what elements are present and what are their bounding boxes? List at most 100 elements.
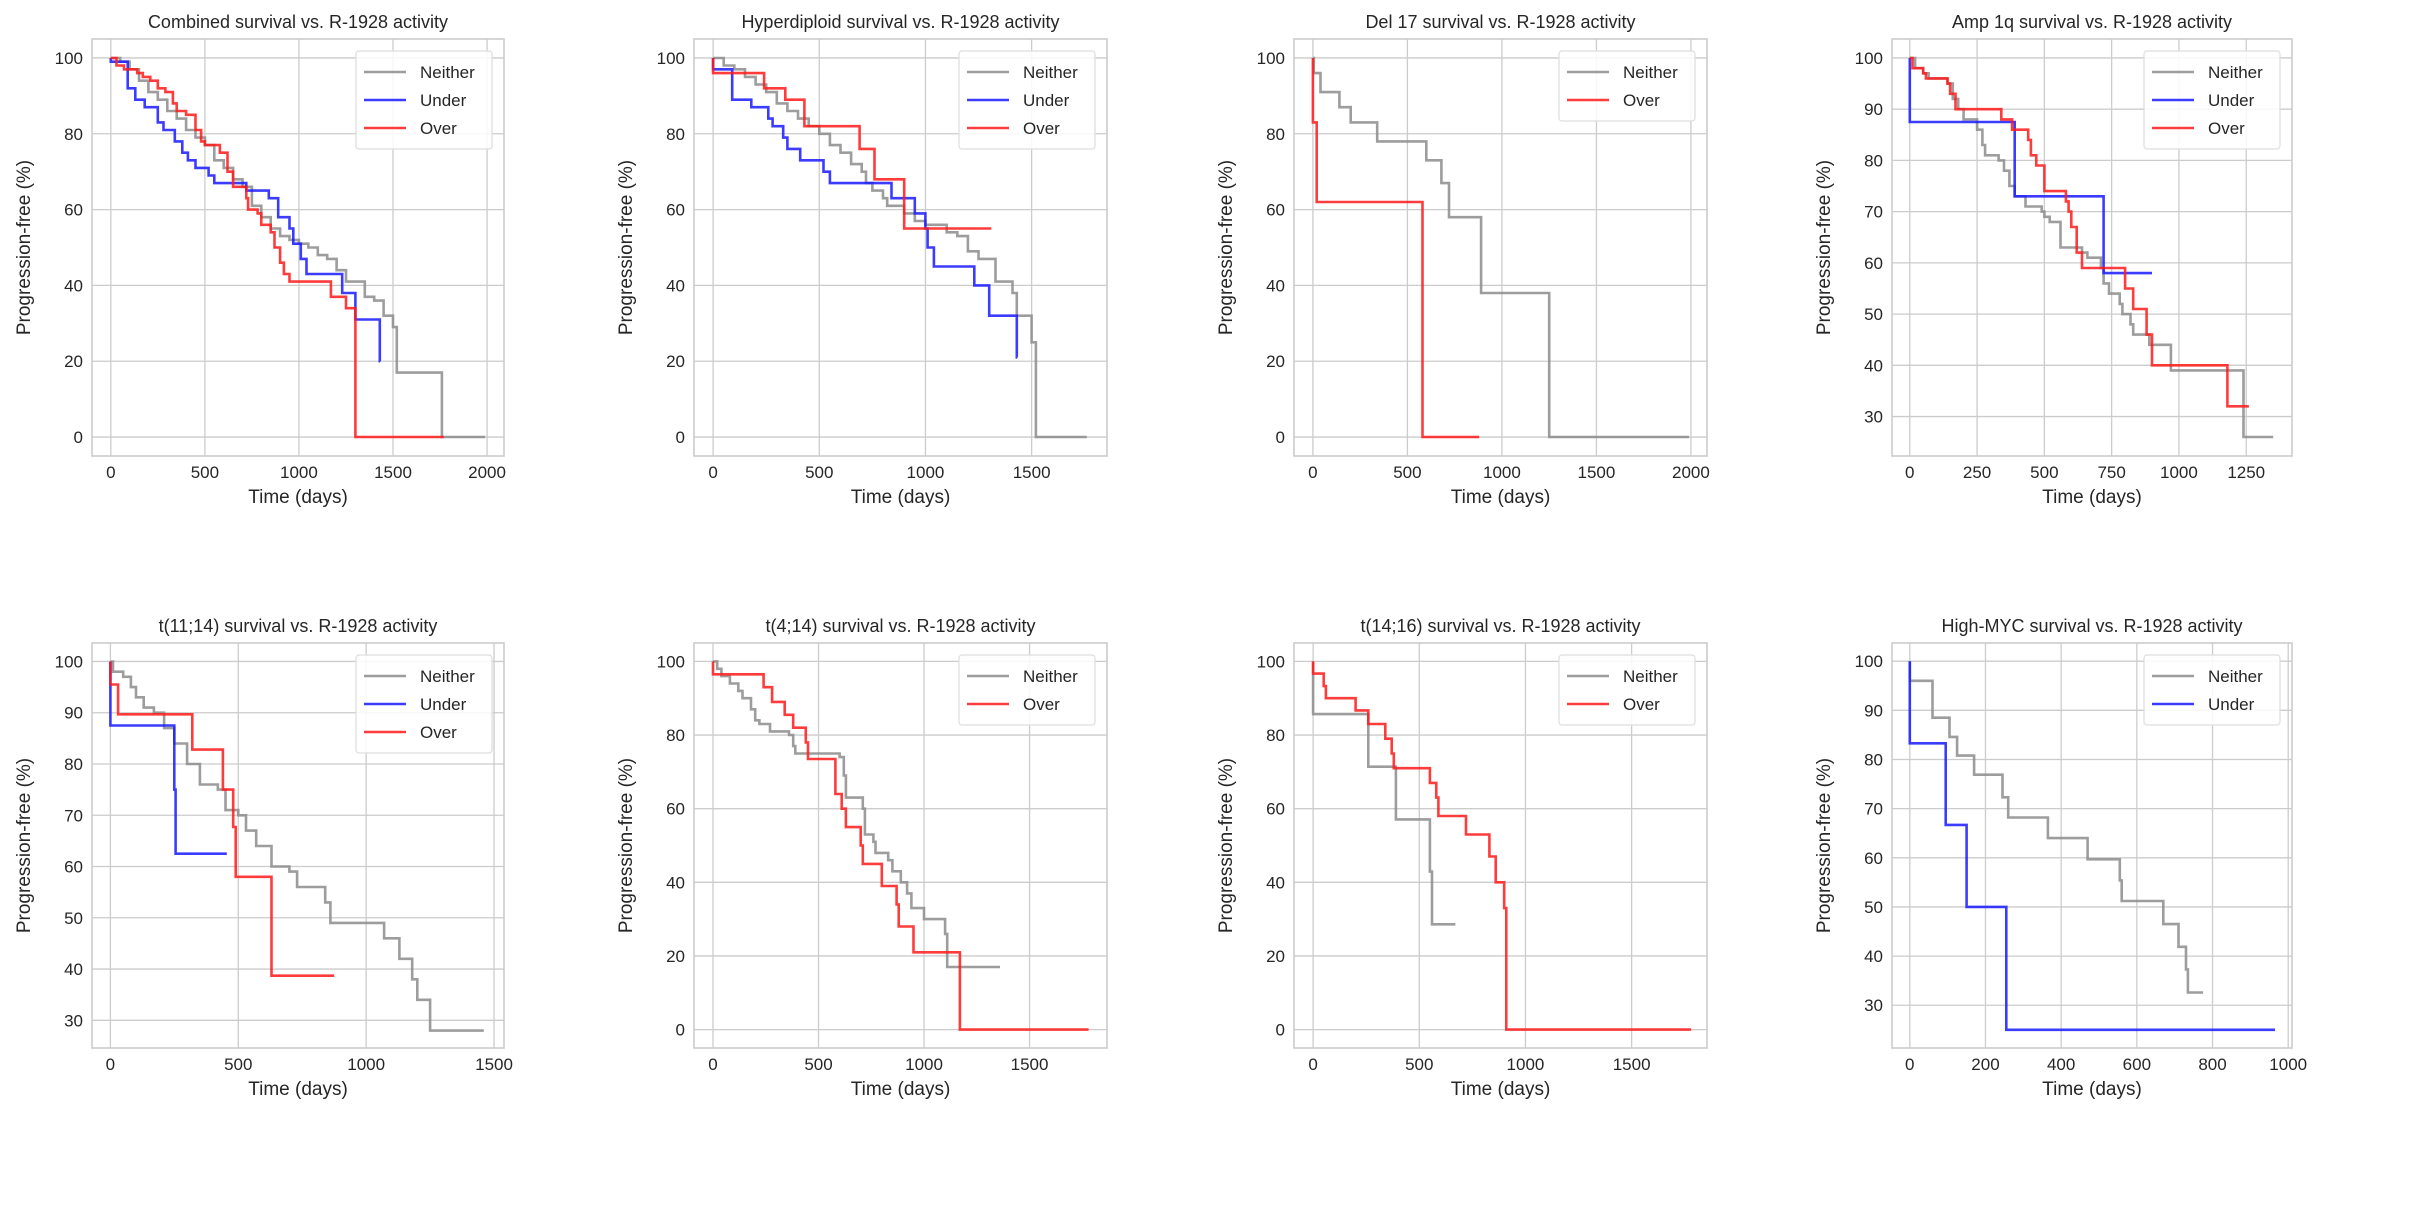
subplot-title: Amp 1q survival vs. R-1928 activity	[1952, 12, 2232, 32]
y-tick-label: 40	[666, 873, 685, 892]
x-axis-label: Time (days)	[248, 1079, 348, 1100]
legend-label: Under	[420, 695, 467, 714]
legend: Neither Over	[1558, 654, 1696, 726]
x-axis-label: Time (days)	[248, 487, 348, 508]
x-tick-label: 400	[2047, 1055, 2075, 1074]
x-tick-label: 750	[2097, 463, 2125, 482]
y-tick-label: 70	[1864, 203, 1883, 222]
y-tick-label: 90	[1864, 701, 1883, 720]
legend-label: Neither	[420, 667, 475, 686]
y-tick-label: 20	[666, 947, 685, 966]
x-tick-label: 1000	[280, 463, 318, 482]
y-axis-label: Progression-free (%)	[14, 160, 35, 335]
y-tick-label: 80	[1864, 151, 1883, 170]
subplot-title: Combined survival vs. R-1928 activity	[148, 12, 448, 32]
plot-frame	[1293, 642, 1708, 1049]
subplot-4: 0 250 500 750 1000 1250 30 40 50 60 70 80 90 100 Amp 1…	[1814, 12, 2293, 508]
x-axis-label: Time (days)	[2042, 487, 2142, 508]
x-tick-label: 1500	[1013, 463, 1051, 482]
y-tick-label: 100	[1257, 49, 1285, 68]
y-tick-label: 40	[1864, 947, 1883, 966]
y-tick-label: 30	[1864, 408, 1883, 427]
subplot-8: 0 200 400 600 800 1000 30 40 50 60 70 80 90 100 High-M…	[1814, 616, 2307, 1100]
legend: Neither Under Over	[355, 654, 493, 754]
x-axis-label: Time (days)	[1451, 1079, 1551, 1100]
y-axis-label: Progression-free (%)	[1814, 160, 1835, 335]
y-axis-label: Progression-free (%)	[616, 160, 637, 335]
subplot-7: 0 500 1000 1500 0 20 40 60 80 100 t(14;16) surviva…	[1216, 616, 1708, 1100]
y-tick-label: 60	[64, 858, 83, 877]
subplot-1: 0 500 1000 1500 2000 0 20 40 60 80 100 Combined sur…	[14, 12, 506, 508]
subplot-6: 0 500 1000 1500 0 20 40 60 80 100 t(4;14) survival…	[616, 616, 1108, 1100]
legend-box	[1558, 654, 1696, 726]
x-tick-label: 0	[1308, 463, 1317, 482]
subplot-2: 0 500 1000 1500 0 20 40 60 80 100 Hyperdiploid sur…	[616, 12, 1108, 508]
y-tick-label: 60	[1266, 201, 1285, 220]
subplot-title: High-MYC survival vs. R-1928 activity	[1941, 616, 2242, 636]
legend-label: Over	[420, 723, 457, 742]
legend-label: Neither	[1023, 667, 1078, 686]
subplot-title: Hyperdiploid survival vs. R-1928 activit…	[741, 12, 1059, 32]
x-tick-label: 500	[805, 463, 833, 482]
legend-label: Under	[1023, 91, 1070, 110]
y-tick-label: 30	[1864, 996, 1883, 1015]
y-tick-label: 80	[1266, 125, 1285, 144]
legend-label: Neither	[420, 63, 475, 82]
legend-box	[958, 50, 1096, 150]
x-tick-label: 0	[106, 1055, 115, 1074]
y-tick-label: 60	[64, 201, 83, 220]
x-tick-label: 1000	[1507, 1055, 1545, 1074]
series-line-over	[110, 56, 444, 439]
legend-label: Neither	[1623, 63, 1678, 82]
legend-label: Under	[2208, 91, 2255, 110]
y-tick-label: 50	[1864, 898, 1883, 917]
x-tick-label: 0	[708, 463, 717, 482]
plot-frame	[1891, 642, 2293, 1049]
y-tick-label: 20	[1266, 352, 1285, 371]
y-tick-label: 100	[657, 49, 685, 68]
legend-label: Neither	[2208, 667, 2263, 686]
plot-frame	[1293, 38, 1708, 457]
x-tick-label: 1000	[2269, 1055, 2307, 1074]
x-tick-label: 1000	[905, 1055, 943, 1074]
plot-frame	[91, 38, 505, 457]
x-tick-label: 1000	[907, 463, 945, 482]
x-tick-label: 0	[1905, 1055, 1914, 1074]
legend-label: Over	[1023, 695, 1060, 714]
legend: Neither Under	[2143, 654, 2281, 726]
series-line-neither	[1311, 661, 1456, 926]
y-tick-label: 70	[64, 806, 83, 825]
y-tick-label: 50	[64, 909, 83, 928]
legend-label: Neither	[1023, 63, 1078, 82]
y-tick-label: 40	[1864, 356, 1883, 375]
y-tick-label: 40	[64, 276, 83, 295]
x-tick-label: 0	[708, 1055, 717, 1074]
plot-frame	[693, 642, 1108, 1049]
y-tick-label: 0	[74, 428, 83, 447]
series-line-neither	[110, 660, 484, 1032]
plot-frame	[91, 642, 505, 1049]
series-line-over	[1311, 58, 1480, 439]
y-tick-label: 40	[1266, 873, 1285, 892]
legend-box	[1558, 50, 1696, 122]
y-tick-label: 100	[1855, 652, 1883, 671]
legend-box	[2143, 654, 2281, 726]
legend-box	[2143, 50, 2281, 150]
y-axis-label: Progression-free (%)	[1216, 758, 1237, 933]
y-tick-label: 100	[657, 652, 685, 671]
legend-box	[958, 654, 1096, 726]
y-tick-label: 0	[676, 1021, 685, 1040]
subplot-title: t(11;14) survival vs. R-1928 activity	[159, 616, 438, 636]
legend: Neither Under Over	[958, 50, 1096, 150]
y-tick-label: 80	[666, 125, 685, 144]
y-tick-label: 60	[1864, 254, 1883, 273]
y-tick-label: 40	[666, 276, 685, 295]
y-tick-label: 80	[1864, 750, 1883, 769]
series-line-over	[109, 661, 335, 977]
x-axis-label: Time (days)	[2042, 1079, 2142, 1100]
x-tick-label: 1500	[475, 1055, 513, 1074]
x-tick-label: 500	[224, 1055, 252, 1074]
x-tick-label: 500	[191, 463, 219, 482]
legend-label: Under	[420, 91, 467, 110]
